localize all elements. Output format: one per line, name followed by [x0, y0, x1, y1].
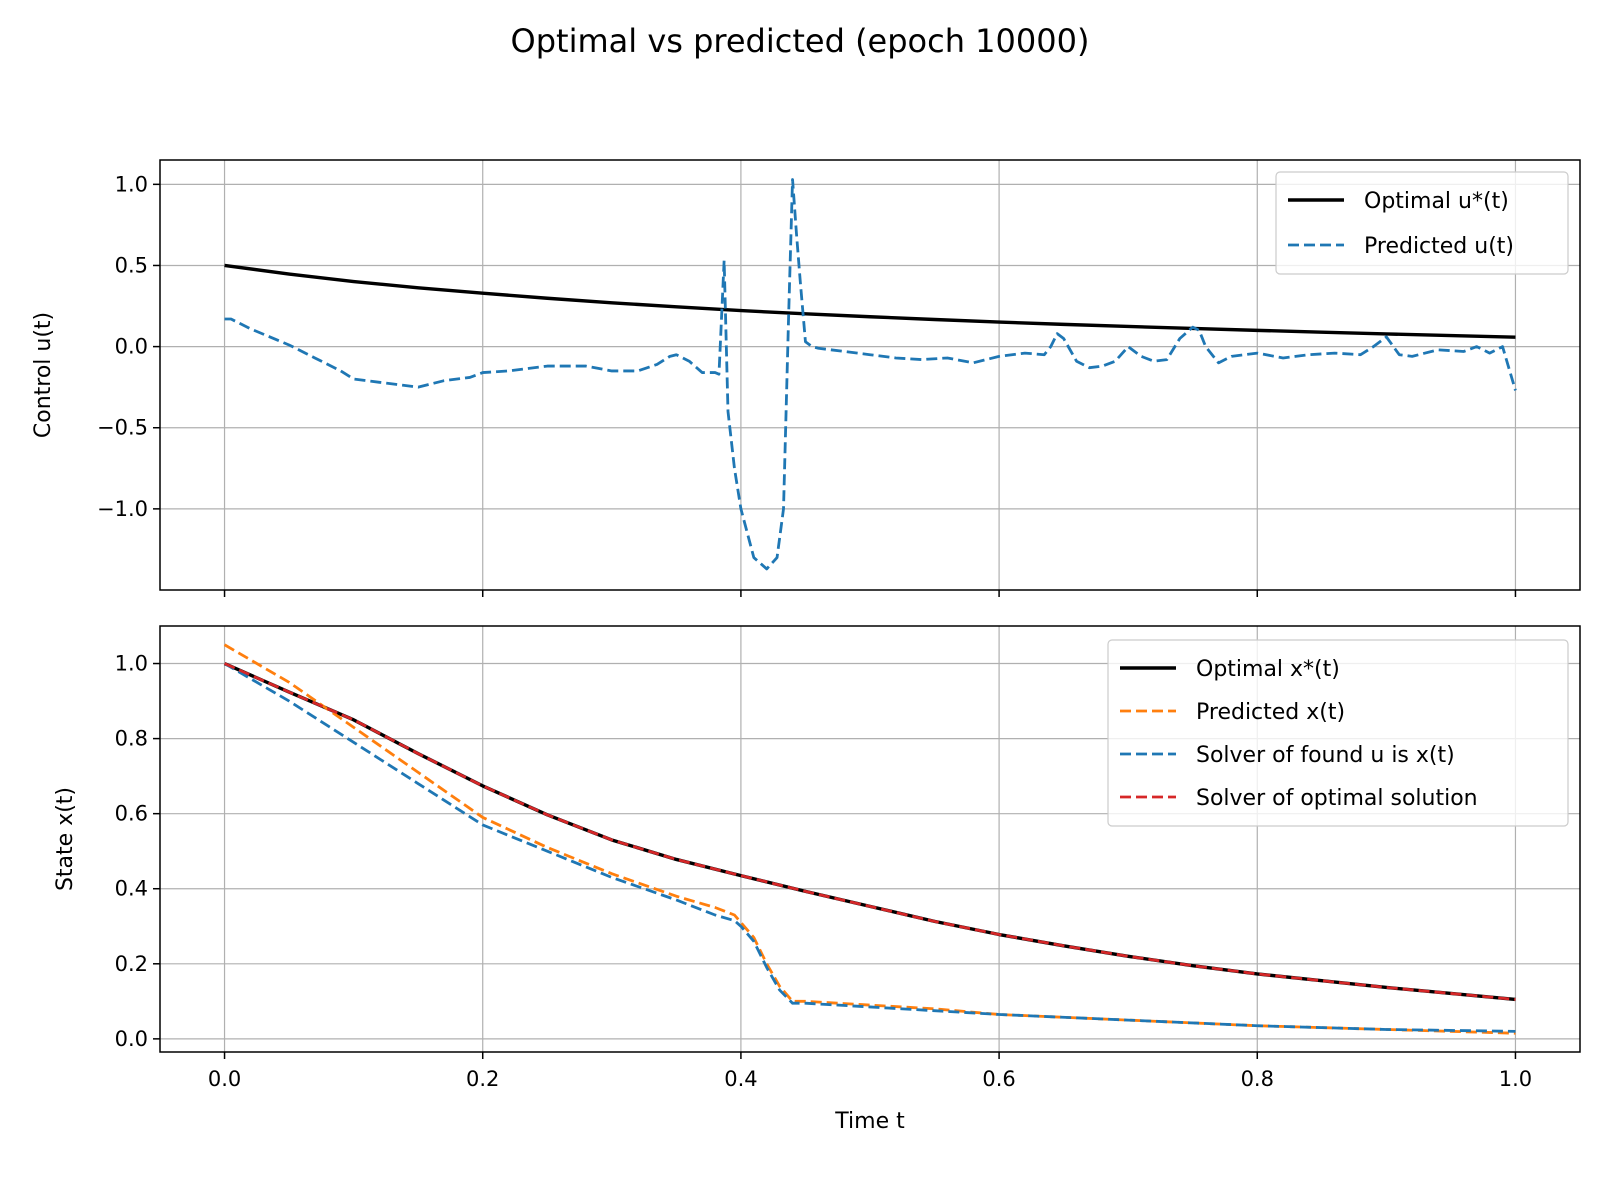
legend-frame	[1275, 171, 1569, 275]
axes-frame	[159, 159, 1581, 591]
y-tick-label: 0.0	[115, 1027, 148, 1051]
x-tick-label: 1.0	[1499, 1067, 1532, 1091]
legend-label: Optimal x*(t)	[1196, 657, 1340, 682]
x-axis-label: Time t	[834, 1109, 905, 1134]
y-tick-label: 0.0	[115, 335, 148, 359]
y-tick-label: 0.6	[115, 802, 148, 826]
series-line-3	[223, 662, 1516, 1001]
series-line-0	[224, 263, 1516, 339]
legend-label: Predicted u(t)	[1364, 234, 1514, 259]
control-subplot: −1.0 −0.5 0.0 0.5 1.0 Control u(t) Optimal u*(…	[31, 159, 1581, 597]
state-subplot: 0.0 0.2 0.4 0.6 0.8 1.0 0.0 0.2 0.4 0.6 0.8 1.0 Stat…	[53, 625, 1581, 1134]
x-tick-label: 0.0	[208, 1067, 241, 1091]
y-axis-label: State x(t)	[53, 787, 78, 891]
x-tick-label: 0.2	[466, 1067, 499, 1091]
legend-frame	[1107, 639, 1569, 827]
y-tick-label: 1.0	[115, 652, 148, 676]
legend-label: Optimal u*(t)	[1364, 189, 1509, 214]
y-tick-label: 0.8	[115, 727, 148, 751]
legend-label: Solver of found u is x(t)	[1196, 743, 1455, 768]
y-tick-label: 0.5	[115, 253, 148, 277]
x-tick-label: 0.6	[982, 1067, 1015, 1091]
series-line-1	[223, 643, 1516, 1035]
y-axis-label: Control u(t)	[31, 312, 56, 438]
y-tick-label: 0.2	[115, 952, 148, 976]
y-tick-label: −0.5	[97, 416, 148, 440]
x-tick-label: 0.4	[724, 1067, 757, 1091]
legend-label: Predicted x(t)	[1196, 700, 1345, 725]
series-line-1	[224, 178, 1517, 571]
legend: Optimal u*(t) Predicted u(t)	[1275, 171, 1569, 275]
y-tick-label: 1.0	[115, 172, 148, 196]
y-tick-label: −1.0	[97, 497, 148, 521]
axes-frame	[159, 625, 1581, 1053]
series-line-2	[223, 662, 1516, 1033]
figure-title: Optimal vs predicted (epoch 10000)	[511, 22, 1090, 60]
legend-label: Solver of optimal solution	[1196, 786, 1478, 811]
legend: Optimal x*(t) Predicted x(t) Solver of fou…	[1107, 639, 1569, 827]
y-tick-label: 0.4	[115, 877, 148, 901]
x-tick-label: 0.8	[1241, 1067, 1274, 1091]
